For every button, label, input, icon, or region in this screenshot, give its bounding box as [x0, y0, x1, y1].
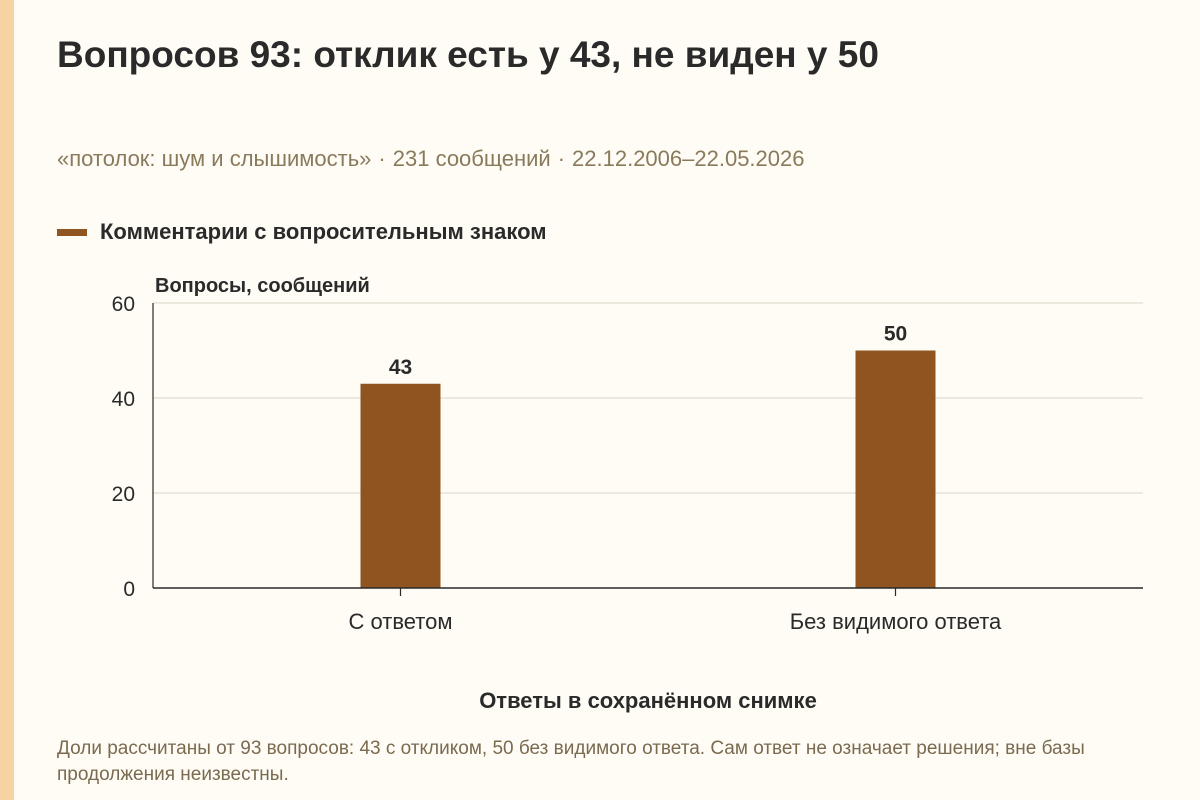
chart-title: Вопросов 93: отклик есть у 43, не виден … — [57, 34, 879, 75]
subtitle-message-count: 231 сообщений — [392, 146, 551, 171]
subtitle-date-range: 22.12.2006–22.05.2026 — [572, 146, 805, 171]
y-tick-label: 40 — [112, 388, 135, 411]
legend-label: Комментарии с вопросительным знаком — [100, 219, 547, 244]
y-axis-title: Вопросы, сообщений — [155, 275, 370, 297]
x-axis-title: Ответы в сохранённом снимке — [479, 688, 817, 713]
bar — [855, 350, 936, 588]
subtitle-separator: · — [557, 146, 566, 171]
y-tick-label: 0 — [123, 578, 135, 601]
bar — [360, 383, 441, 588]
x-tick-label: Без видимого ответа — [790, 609, 1002, 634]
bar-value-label: 43 — [389, 356, 412, 379]
footnote: Доли рассчитаны от 93 вопросов: 43 с отк… — [57, 738, 1085, 785]
chart-legend: Комментарии с вопросительным знаком — [57, 219, 547, 245]
subtitle-topic: «потолок: шум и слышимость» — [57, 146, 372, 171]
legend-swatch — [57, 228, 87, 236]
accent-strip — [0, 0, 14, 800]
bar-value-label: 50 — [884, 323, 907, 346]
x-tick-label: С ответом — [349, 609, 453, 634]
subtitle-separator: · — [378, 146, 386, 171]
y-tick-label: 20 — [112, 483, 135, 506]
chart-subtitle: «потолок: шум и слышимость» · 231 сообщени… — [57, 146, 804, 172]
y-tick-label: 60 — [112, 293, 135, 316]
